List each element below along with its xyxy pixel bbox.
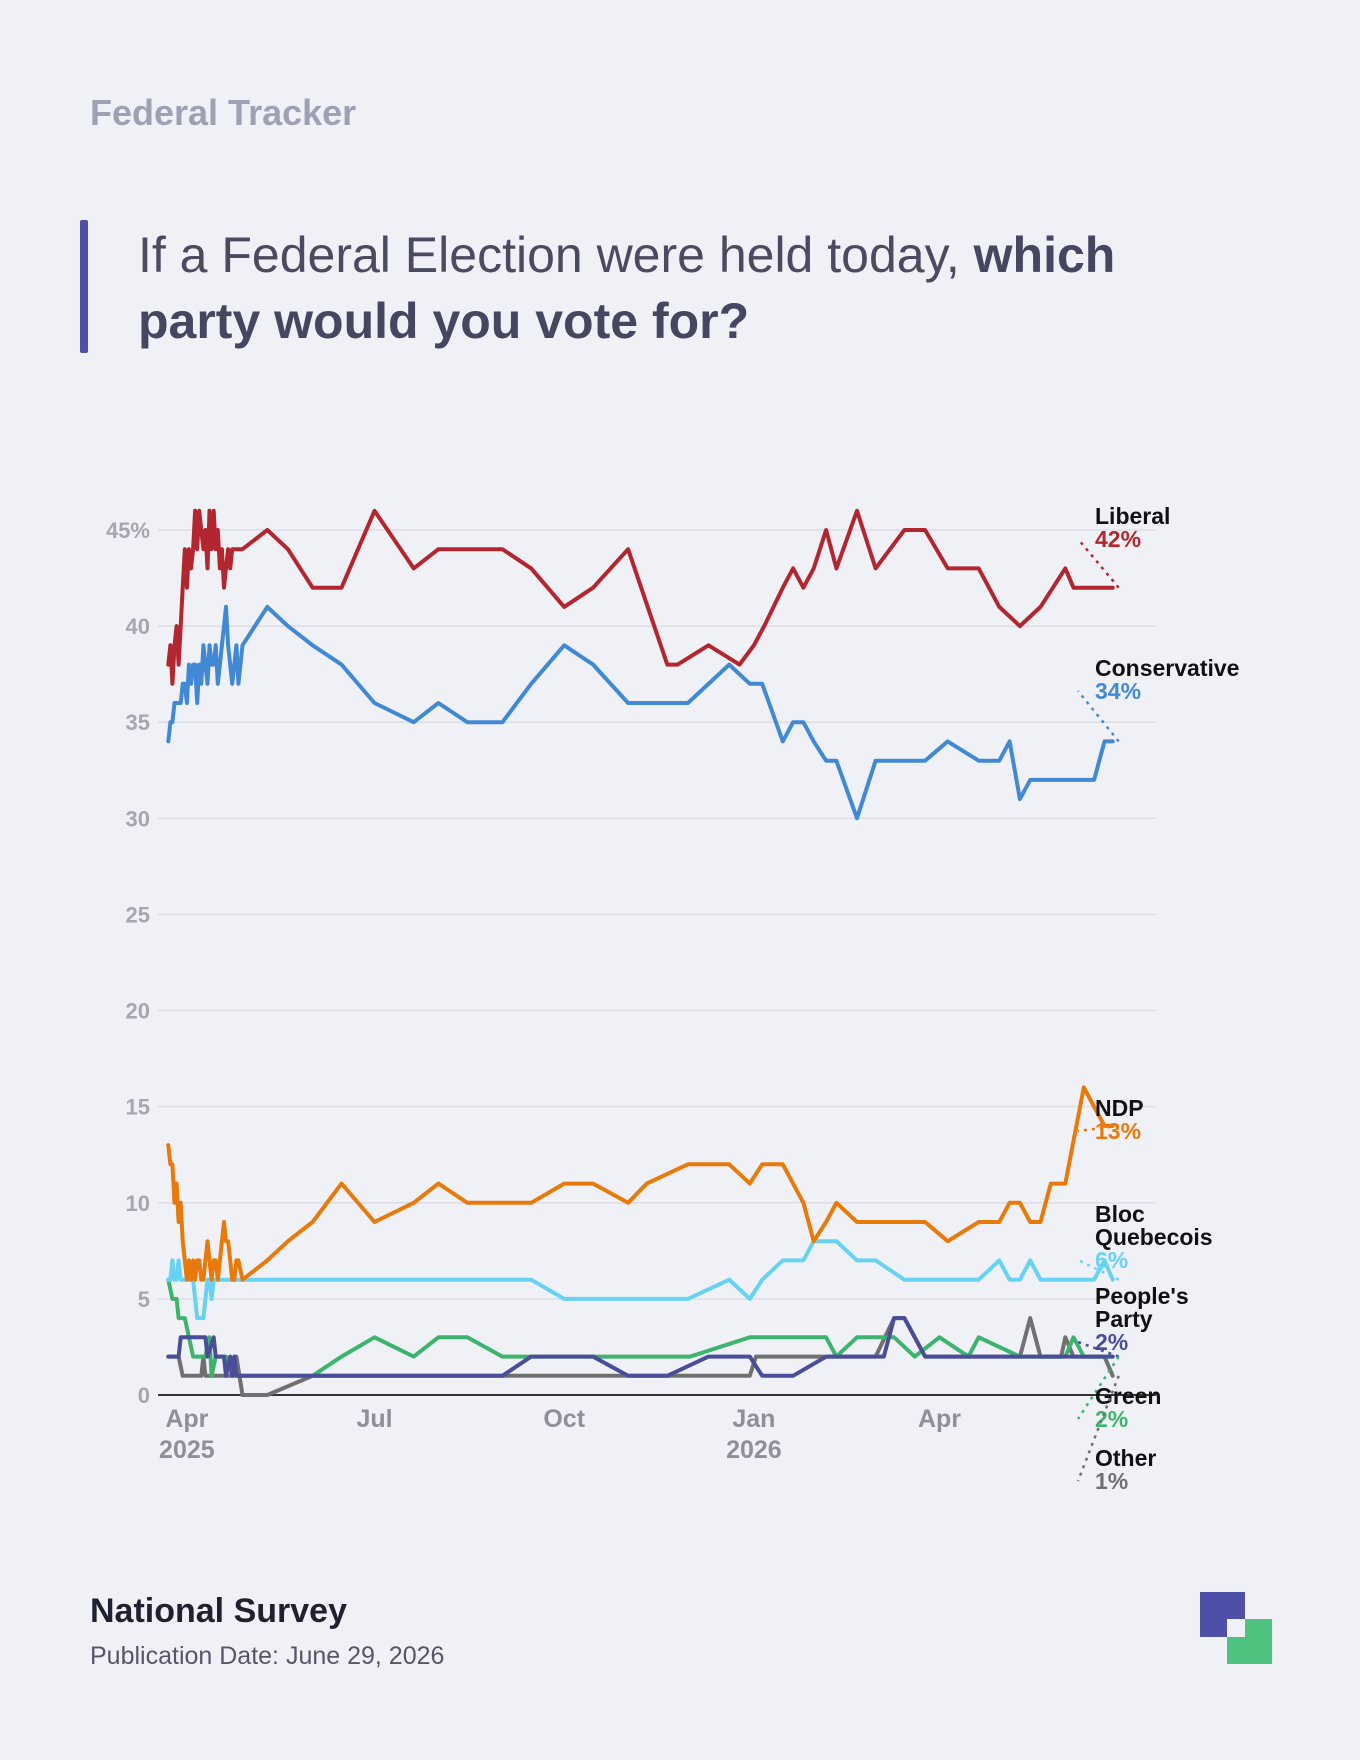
footer-publication-date: Publication Date: June 29, 2026 <box>90 1642 445 1670</box>
y-tick-label: 35 <box>126 710 150 735</box>
title-accent-bar <box>80 220 88 353</box>
x-tick-label: Jan <box>732 1405 775 1433</box>
series-latest-value: 34% <box>1095 678 1141 704</box>
series-latest-value: 2% <box>1095 1329 1128 1355</box>
x-tick-label: Apr <box>165 1405 208 1433</box>
label-connector <box>1077 690 1120 743</box>
y-tick-label: 0 <box>138 1383 150 1408</box>
footer-survey-name: National Survey <box>90 1592 347 1630</box>
series-line-bloc-quebecois <box>166 1239 1115 1321</box>
title-bold: which party would you vote for? <box>138 227 1116 349</box>
y-tick-label: 20 <box>126 999 150 1024</box>
series-latest-value: 42% <box>1095 526 1141 552</box>
series-latest-value: 2% <box>1095 1406 1128 1432</box>
series-label: Other <box>1095 1445 1156 1471</box>
y-tick-label: 40 <box>126 614 150 639</box>
series-line-other <box>166 1316 1115 1397</box>
series-line-green <box>166 1277 1115 1378</box>
page-title: If a Federal Election were held today, w… <box>138 222 1218 354</box>
x-tick-sublabel: 2025 <box>159 1436 215 1464</box>
label-connector <box>1077 1124 1119 1133</box>
series-label: Quebecois <box>1095 1224 1213 1250</box>
series-label: Party <box>1095 1306 1153 1332</box>
series-label: Conservative <box>1095 655 1239 681</box>
x-tick-label: Jul <box>356 1405 392 1433</box>
series-label: People's <box>1095 1283 1189 1309</box>
title-light: If a Federal Election were held today, <box>138 227 974 283</box>
series-line-liberal <box>166 508 1115 686</box>
series-line-people-s-party <box>166 1316 1115 1378</box>
y-tick-label: 45% <box>106 518 150 543</box>
x-tick-label: Apr <box>918 1405 961 1433</box>
label-connector <box>1076 1375 1120 1482</box>
y-tick-label: 25 <box>126 902 150 927</box>
series-line-ndp <box>166 1085 1115 1282</box>
series-label: NDP <box>1095 1095 1144 1121</box>
label-connector <box>1077 538 1120 589</box>
series-latest-value: 6% <box>1095 1247 1128 1273</box>
series-label: Green <box>1095 1383 1161 1409</box>
series-latest-value: 13% <box>1095 1118 1141 1144</box>
kicker: Federal Tracker <box>90 92 357 133</box>
y-tick-label: 10 <box>126 1191 150 1216</box>
y-tick-label: 15 <box>126 1095 150 1120</box>
brand-logo-icon <box>1200 1592 1272 1664</box>
x-tick-label: Oct <box>543 1405 585 1433</box>
y-tick-label: 5 <box>138 1287 150 1312</box>
series-label: Bloc <box>1095 1201 1145 1227</box>
series-latest-value: 1% <box>1095 1468 1128 1494</box>
series-line-conservative <box>166 604 1115 821</box>
x-tick-sublabel: 2026 <box>726 1436 782 1464</box>
series-label: Liberal <box>1095 503 1170 529</box>
y-tick-label: 30 <box>126 806 150 831</box>
